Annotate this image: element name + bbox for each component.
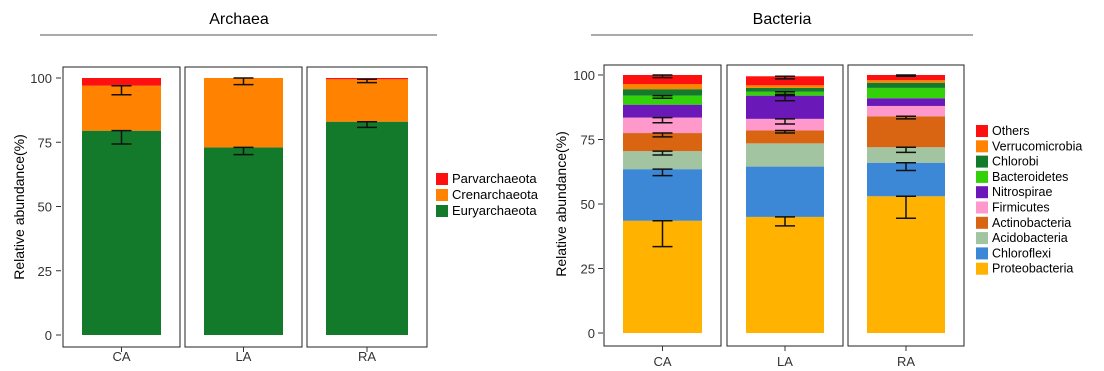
legend-label-bacteroidetes: Bacteroidetes <box>992 170 1068 184</box>
bar-segment-euryarchaeota-ra <box>326 121 408 335</box>
bar-segment-chloroflexi-la <box>746 166 824 217</box>
bar-segment-crenarchaeota-ra <box>326 79 408 122</box>
x-tick-label: RA <box>897 354 915 369</box>
x-tick-label: CA <box>112 349 130 364</box>
legend-swatch-euryarchaeota <box>436 205 448 217</box>
y-axis-label: Relative abundance(%) <box>553 131 569 277</box>
legend-label-others: Others <box>992 124 1030 138</box>
y-tick-label: 100 <box>30 71 52 86</box>
bar-segment-chlorobi-la <box>746 87 824 92</box>
bar-segment-parvarchaeota-ca <box>82 78 161 86</box>
y-tick-label: 75 <box>581 133 595 148</box>
legend-swatch-bacteroidetes <box>976 170 988 183</box>
legend-label-proteobacteria: Proteobacteria <box>992 262 1073 276</box>
legend-swatch-crenarchaeota <box>436 189 448 201</box>
bar-segment-nitrospirae-la <box>746 95 824 119</box>
bar-segment-euryarchaeota-la <box>204 147 283 335</box>
y-tick-label: 50 <box>38 200 52 215</box>
legend-label-actinobacteria: Actinobacteria <box>992 216 1071 230</box>
legend-label-nitrospirae: Nitrospirae <box>992 185 1052 199</box>
legend-swatch-parvarchaeota <box>436 173 448 185</box>
y-tick-label: 25 <box>38 264 52 279</box>
bar-segment-firmicutes-ra <box>867 105 945 117</box>
bar-segment-acidobacteria-la <box>746 143 824 167</box>
bar-segment-acidobacteria-ca <box>623 151 702 170</box>
bar-segment-others-ca <box>623 75 702 85</box>
legend-swatch-chlorobi <box>976 155 988 168</box>
bar-segment-others-ra <box>867 75 945 81</box>
y-tick-label: 75 <box>38 135 52 150</box>
legend-swatch-chloroflexi <box>976 247 988 260</box>
bar-segment-chlorobi-ra <box>867 82 945 88</box>
bar-segment-bacteroidetes-ra <box>867 87 945 99</box>
bar-segment-euryarchaeota-ca <box>82 130 161 335</box>
bar-segment-verrucomicrobia-ra <box>867 80 945 83</box>
chart-title: Bacteria <box>753 11 812 28</box>
bar-segment-verrucomicrobia-ca <box>623 84 702 90</box>
chart-0: Archaea Relative abundance(%) 0 25 50 75 100 CA… <box>11 11 539 364</box>
y-tick-label: 50 <box>581 197 595 212</box>
bar-segment-verrucomicrobia-la <box>746 85 824 88</box>
legend-swatch-acidobacteria <box>976 232 988 245</box>
legend-swatch-actinobacteria <box>976 216 988 229</box>
bar-segment-proteobacteria-la <box>746 216 824 333</box>
y-tick-label: 0 <box>45 328 52 343</box>
bar-segment-crenarchaeota-la <box>204 78 283 148</box>
bar-segment-others-la <box>746 76 824 86</box>
bar-segment-nitrospirae-ca <box>623 104 702 118</box>
legend-swatch-verrucomicrobia <box>976 140 988 153</box>
x-tick-label: LA <box>777 354 793 369</box>
chart-title: Archaea <box>209 11 269 28</box>
legend-swatch-firmicutes <box>976 201 988 214</box>
bar-segment-bacteroidetes-ca <box>623 95 702 105</box>
bar-segment-acidobacteria-ra <box>867 147 945 163</box>
legend-label-acidobacteria: Acidobacteria <box>992 231 1068 245</box>
legend-label-chlorobi: Chlorobi <box>992 155 1039 169</box>
bar-segment-nitrospirae-ra <box>867 98 945 106</box>
x-tick-label: LA <box>236 349 252 364</box>
bar-segment-actinobacteria-ra <box>867 116 945 148</box>
y-tick-label: 100 <box>573 68 595 83</box>
y-tick-label: 0 <box>588 326 595 341</box>
y-tick-label: 25 <box>581 262 595 277</box>
y-axis-label: Relative abundance(%) <box>11 134 27 280</box>
legend-swatch-proteobacteria <box>976 262 988 275</box>
bar-segment-actinobacteria-ca <box>623 133 702 152</box>
legend-label-euryarchaeota: Euryarchaeota <box>452 203 537 218</box>
legend-label-chloroflexi: Chloroflexi <box>992 246 1051 260</box>
legend-label-crenarchaeota: Crenarchaeota <box>452 187 539 202</box>
bar-segment-firmicutes-ca <box>623 117 702 134</box>
bar-segment-chlorobi-ca <box>623 89 702 96</box>
legend-label-parvarchaeota: Parvarchaeota <box>452 171 537 186</box>
legend-label-verrucomicrobia: Verrucomicrobia <box>992 139 1082 153</box>
legend-swatch-others <box>976 125 988 137</box>
bar-segment-proteobacteria-ra <box>867 196 945 333</box>
bar-segment-chloroflexi-ca <box>623 169 702 221</box>
x-tick-label: RA <box>358 349 376 364</box>
legend-label-firmicutes: Firmicutes <box>992 201 1050 215</box>
bar-segment-actinobacteria-la <box>746 130 824 144</box>
x-tick-label: CA <box>653 354 671 369</box>
legend-swatch-nitrospirae <box>976 186 988 199</box>
chart-1: Bacteria Relative abundance(%) 0 25 50 75 100 C… <box>553 11 1082 369</box>
